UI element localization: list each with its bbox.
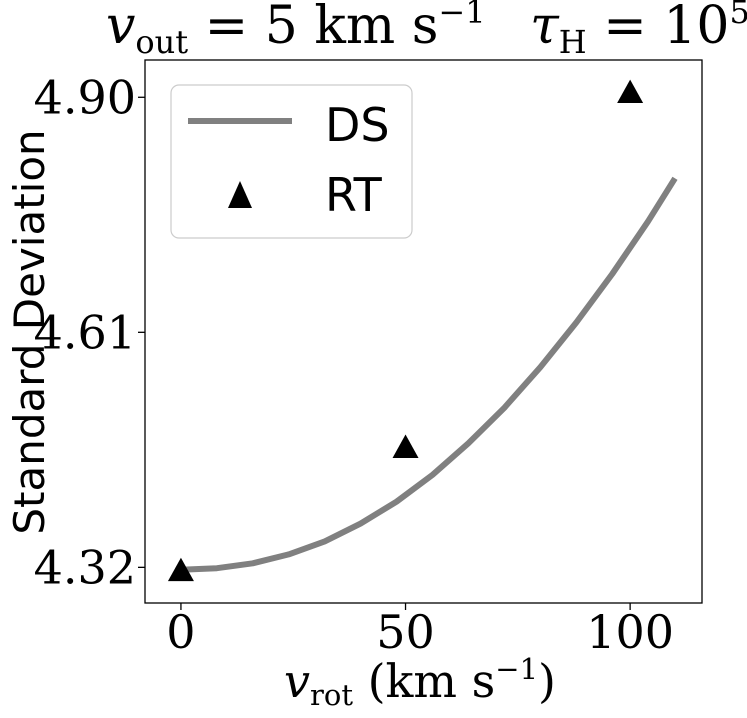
legend-rt-label: RT [325, 168, 383, 222]
y-tick-label: 4.32 [34, 540, 136, 594]
title-right-rest: = 10 [587, 0, 730, 56]
xlabel-var: v [284, 654, 310, 708]
scatter-point-rt [167, 557, 194, 582]
data-series [167, 79, 678, 582]
axis-ticks: 0 50 100 4.32 4.61 4.90 [34, 70, 674, 659]
legend-rt-swatch [228, 181, 252, 208]
scatter-point-rt [392, 434, 419, 458]
xlabel-close: ) [538, 654, 556, 708]
x-tick-label: 100 [586, 605, 674, 659]
x-axis-label: vrot (km s−1) [284, 652, 556, 712]
chart-title-left: vout = 5 km s−1 [106, 0, 486, 61]
title-left-var: v [106, 0, 135, 56]
xlabel-sub: rot [310, 678, 353, 712]
title-right-sup: 5 [729, 0, 747, 31]
title-left-rest: = 5 km s [188, 0, 438, 56]
title-left-sub: out [135, 23, 188, 61]
xlabel-sup: −1 [495, 652, 538, 686]
y-axis-label: Standard Deviation [5, 129, 54, 534]
title-right-sub: H [559, 23, 587, 61]
xlabel-rest: (km s [353, 654, 495, 708]
legend-ds-label: DS [325, 98, 390, 152]
chart-title-right: τH = 105 [530, 0, 747, 61]
y-tick-label: 4.61 [34, 305, 136, 359]
title-left-sup: −1 [438, 0, 485, 31]
legend: DS RT [170, 84, 413, 239]
series-line-ds [180, 176, 678, 573]
x-tick-label: 0 [166, 605, 195, 659]
scatter-point-rt [617, 79, 644, 103]
x-tick-label: 50 [376, 605, 435, 659]
title-right-var: τ [530, 0, 560, 56]
y-tick-label: 4.90 [34, 70, 136, 124]
